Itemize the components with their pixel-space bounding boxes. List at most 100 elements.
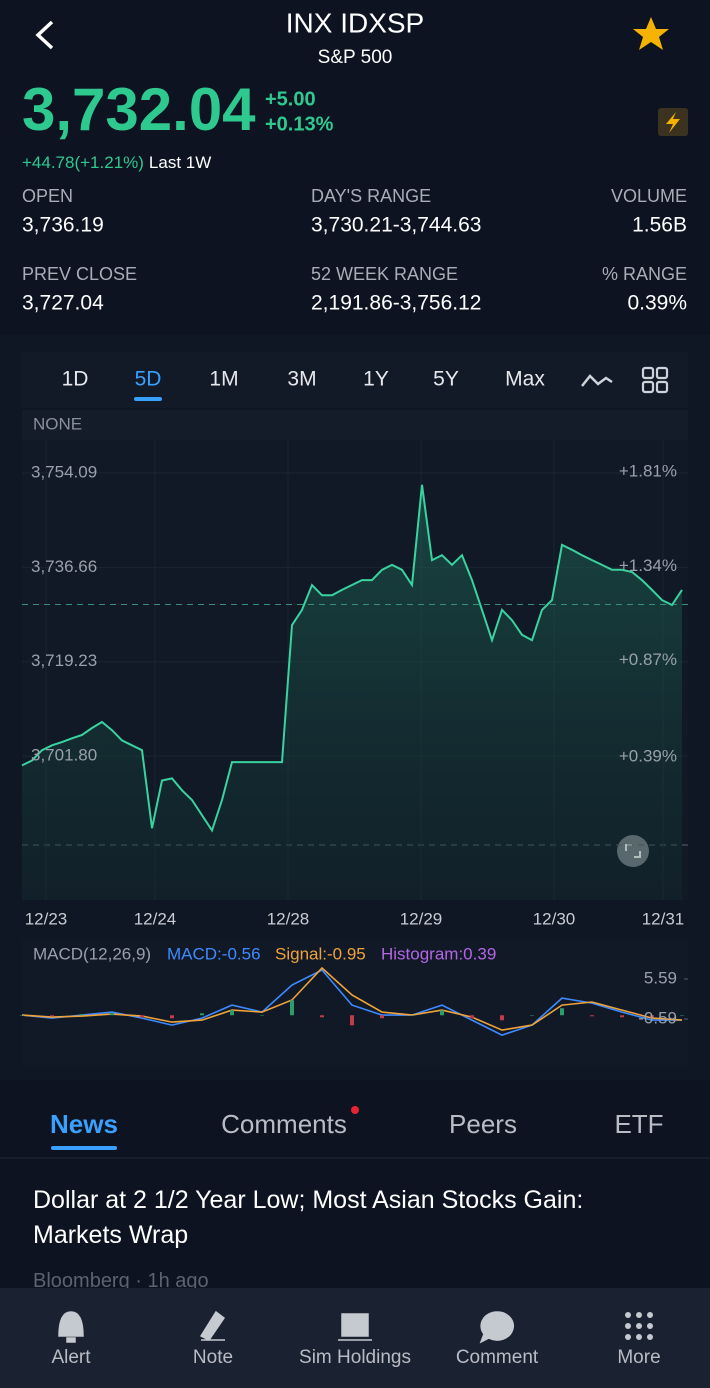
x-tick-label: 12/31 bbox=[642, 909, 685, 928]
nav-icon bbox=[199, 1310, 226, 1341]
stat-value: 1.56B bbox=[632, 214, 687, 237]
layout-icon[interactable] bbox=[641, 366, 669, 394]
headline[interactable]: Dollar at 2 1/2 Year Low; Most Asian Sto… bbox=[33, 1186, 584, 1249]
macd-title: MACD(12,26,9) bbox=[33, 944, 151, 963]
range-tab[interactable]: 1D bbox=[62, 368, 89, 391]
stat-label: DAY'S RANGE bbox=[311, 186, 431, 206]
histogram-bar bbox=[440, 1010, 444, 1016]
histogram-bar bbox=[140, 1015, 144, 1018]
histogram-bar bbox=[20, 1015, 24, 1016]
tab-underline bbox=[134, 397, 162, 401]
nav-label[interactable]: Alert bbox=[51, 1347, 91, 1368]
histogram-bar bbox=[380, 1015, 384, 1019]
y-tick-label: -0.59 bbox=[638, 1009, 677, 1028]
y-tick-label: 5.59 bbox=[644, 968, 677, 987]
nav-label[interactable]: Note bbox=[193, 1347, 233, 1368]
x-tick-label: 12/28 bbox=[267, 909, 310, 928]
nav-icon-dot bbox=[647, 1323, 653, 1329]
histogram-bar bbox=[620, 1015, 624, 1018]
x-tick-label: 12/29 bbox=[400, 909, 443, 928]
y2-tick-label: +0.87% bbox=[619, 650, 677, 669]
y-tick-label: 3,754.09 bbox=[31, 462, 97, 481]
subtitle: S&P 500 bbox=[318, 47, 393, 68]
stat-label: 52 WEEK RANGE bbox=[311, 264, 458, 284]
stat-value: 0.39% bbox=[627, 292, 687, 315]
range-tab[interactable]: 5Y bbox=[433, 368, 459, 391]
stat-label: PREV CLOSE bbox=[22, 264, 137, 284]
favorite-star[interactable] bbox=[633, 17, 669, 50]
histogram-bar bbox=[470, 1015, 474, 1019]
histogram-bar bbox=[590, 1015, 594, 1017]
y2-tick-label: +1.81% bbox=[619, 462, 677, 481]
range-tab[interactable]: 1M bbox=[209, 368, 238, 391]
histogram-bar bbox=[530, 1015, 534, 1016]
article-source: Bloomberg · 1h ago bbox=[33, 1270, 209, 1292]
nav-icon bbox=[479, 1311, 514, 1344]
title: INX IDXSP bbox=[286, 7, 424, 38]
nav-label[interactable]: Comment bbox=[456, 1347, 539, 1368]
y2-tick-label: +1.34% bbox=[619, 556, 677, 575]
bottom-nav bbox=[0, 1288, 710, 1388]
indicator-label[interactable]: NONE bbox=[33, 414, 82, 433]
range-tab[interactable]: Max bbox=[505, 368, 545, 391]
y-tick-label: 3,719.23 bbox=[31, 651, 97, 670]
legend-entry: MACD:-0.56 bbox=[167, 944, 261, 963]
indicator-bar bbox=[22, 410, 688, 440]
y2-tick-label: +0.39% bbox=[619, 746, 677, 765]
back-button[interactable] bbox=[35, 20, 54, 50]
histogram-bar bbox=[650, 1015, 654, 1018]
change: +5.00 bbox=[265, 88, 316, 110]
macd-line bbox=[21, 966, 683, 1031]
period-label: Last 1W bbox=[149, 153, 211, 172]
period-change: +44.78(+1.21%) bbox=[22, 153, 144, 172]
change-percent: +0.13% bbox=[265, 113, 334, 135]
histogram-bar bbox=[410, 1015, 414, 1016]
news-tab[interactable]: Peers bbox=[449, 1109, 517, 1139]
histogram-bar bbox=[50, 1015, 54, 1017]
unread-dot bbox=[351, 1106, 359, 1114]
range-tab[interactable]: 3M bbox=[287, 368, 316, 391]
news-tab[interactable]: News bbox=[50, 1109, 118, 1139]
histogram-bar bbox=[110, 1013, 114, 1016]
histogram-bar bbox=[560, 1008, 564, 1016]
legend-entry: Signal:-0.95 bbox=[275, 944, 366, 963]
nav-label[interactable]: More bbox=[617, 1347, 660, 1368]
news-tab[interactable]: ETF bbox=[614, 1109, 663, 1139]
tab-underline bbox=[51, 1146, 117, 1150]
price: 3,732.04 bbox=[22, 76, 256, 143]
x-tick-label: 12/23 bbox=[25, 909, 68, 928]
legend-entry: Histogram:0.39 bbox=[381, 944, 496, 963]
range-tab[interactable]: 1Y bbox=[363, 368, 389, 391]
histogram-bar bbox=[680, 1015, 684, 1016]
nav-icon-dot bbox=[636, 1312, 642, 1318]
macd-bg bbox=[22, 940, 688, 1065]
stat-label: VOLUME bbox=[611, 186, 687, 206]
stat-label: OPEN bbox=[22, 186, 73, 206]
histogram-bar bbox=[230, 1010, 234, 1016]
range-tab[interactable]: 5D bbox=[135, 368, 162, 391]
histogram-bar bbox=[260, 1015, 264, 1016]
chart-type-icon[interactable] bbox=[581, 374, 613, 387]
stat-label: % RANGE bbox=[602, 264, 687, 284]
histogram-bar bbox=[80, 1014, 84, 1016]
nav-label[interactable]: Sim Holdings bbox=[299, 1347, 411, 1368]
histogram-bar bbox=[500, 1015, 504, 1021]
x-tick-label: 12/24 bbox=[134, 909, 177, 928]
nav-icon-dot bbox=[625, 1312, 631, 1318]
range-bar bbox=[22, 352, 688, 408]
histogram-bar bbox=[290, 1000, 294, 1016]
news-tab[interactable]: Comments bbox=[221, 1109, 347, 1139]
flash-icon bbox=[666, 112, 680, 133]
nav-icon-dot bbox=[625, 1334, 631, 1340]
x-tick-label: 12/30 bbox=[533, 909, 576, 928]
nav-icon-dot bbox=[636, 1334, 642, 1340]
bottom-nav-items: Alert Note Sim Holdings Comment More bbox=[51, 1310, 661, 1368]
histogram-bar bbox=[350, 1015, 354, 1026]
histogram-bar bbox=[200, 1013, 204, 1016]
stat-value: 3,727.04 bbox=[22, 292, 104, 315]
nav-icon bbox=[338, 1313, 372, 1341]
nav-icon-dot bbox=[636, 1323, 642, 1329]
period-line: +44.78(+1.21%) Last 1W bbox=[22, 153, 211, 172]
